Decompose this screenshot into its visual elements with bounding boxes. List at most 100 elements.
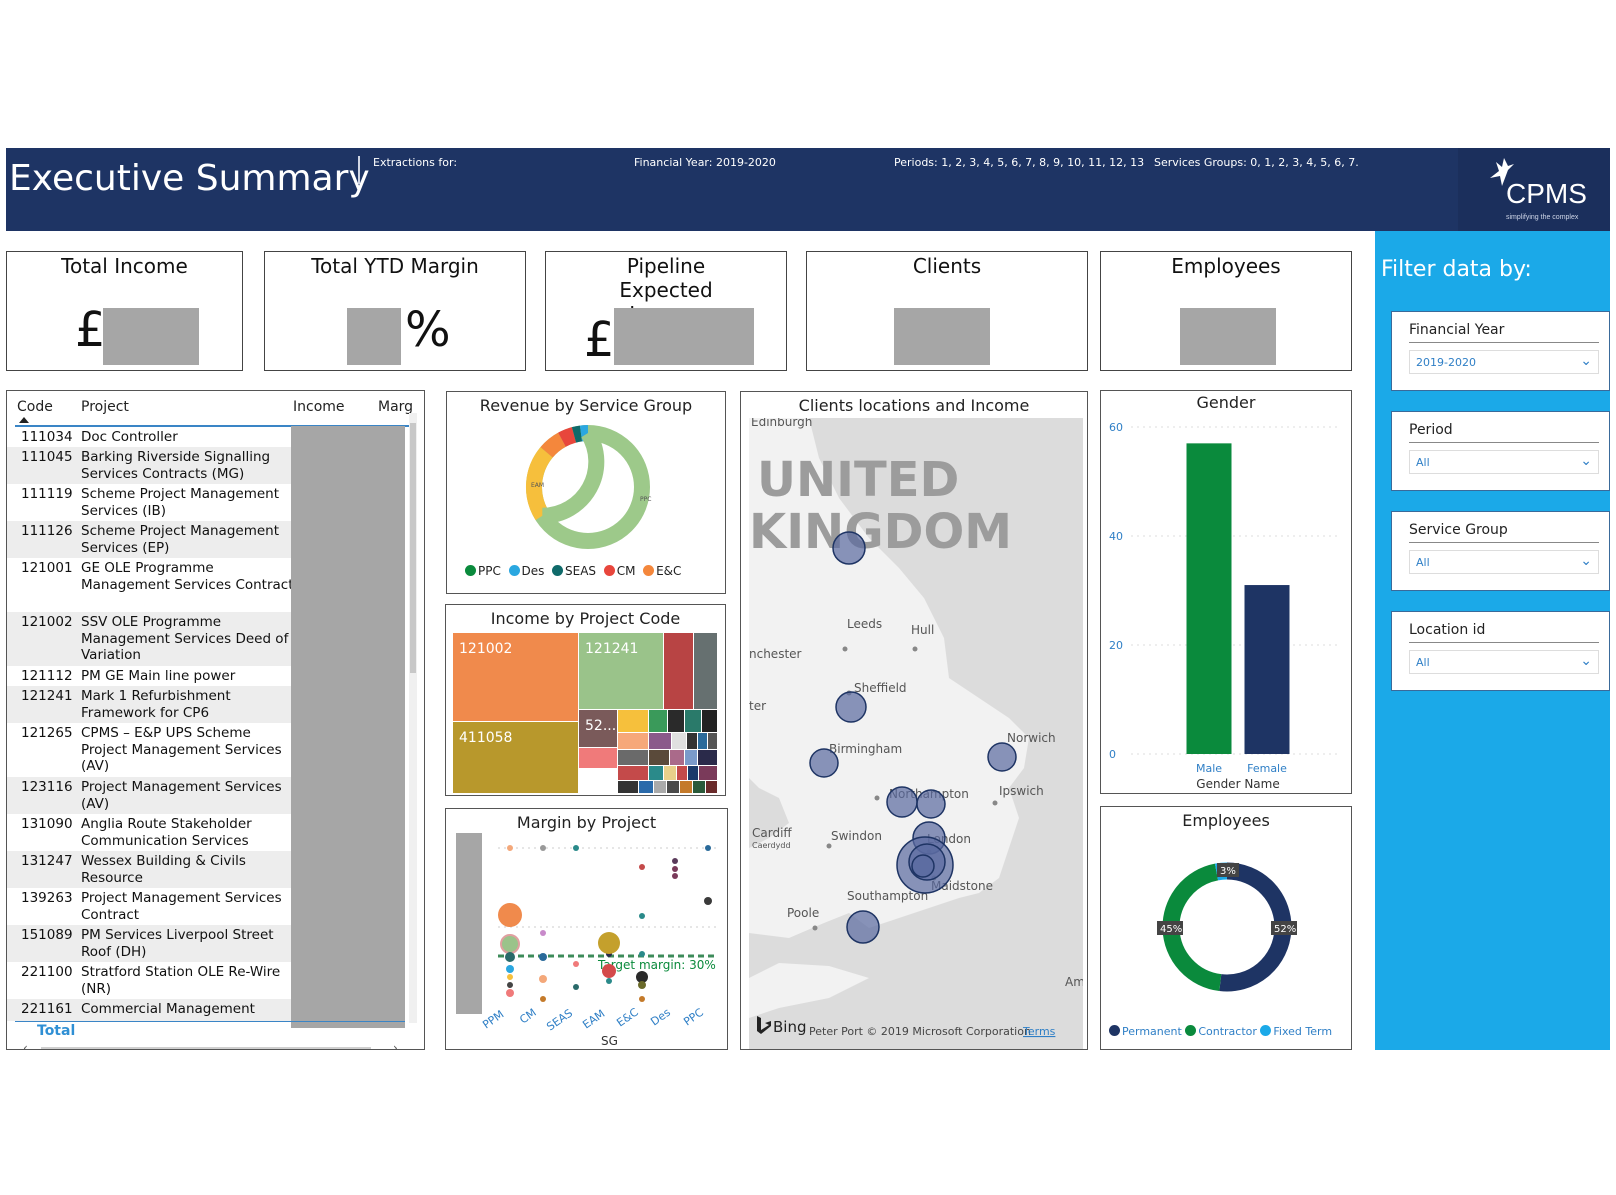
- scroll-track[interactable]: [41, 1047, 371, 1049]
- treemap-tile[interactable]: [694, 633, 717, 709]
- table-row[interactable]: 131090 Anglia Route Stakeholder Communica…: [21, 816, 252, 849]
- legend-item-permanent[interactable]: Permanent: [1109, 1025, 1182, 1038]
- service-group-dropdown[interactable]: All ⌄: [1409, 550, 1599, 574]
- treemap-tile[interactable]: [649, 766, 663, 780]
- map-terms-link[interactable]: Terms: [1022, 1025, 1056, 1038]
- scroll-left-icon[interactable]: ‹: [23, 1041, 28, 1050]
- vertical-scrollbar[interactable]: [409, 413, 417, 1023]
- scatter-point[interactable]: [506, 965, 514, 973]
- scatter-point[interactable]: [602, 964, 616, 978]
- treemap-tile[interactable]: 52...: [579, 710, 617, 747]
- legend-item-contractor[interactable]: Contractor: [1185, 1025, 1257, 1038]
- scatter-point[interactable]: [540, 996, 546, 1002]
- table-row[interactable]: 121112 PM GE Main line power: [21, 668, 236, 684]
- scatter-point[interactable]: [507, 982, 513, 988]
- scatter-point[interactable]: [704, 897, 712, 905]
- treemap-tile[interactable]: [685, 750, 697, 765]
- seas-slice[interactable]: [571, 425, 583, 443]
- treemap-tile[interactable]: [699, 766, 717, 780]
- client-bubble[interactable]: [846, 910, 880, 944]
- scatter-point[interactable]: [505, 952, 515, 962]
- column-header-income[interactable]: Income: [293, 399, 345, 415]
- cm-slice[interactable]: [558, 427, 577, 447]
- scatter-point[interactable]: [639, 951, 645, 957]
- treemap-tile[interactable]: [618, 750, 648, 765]
- treemap-tile[interactable]: [668, 710, 684, 732]
- treemap-tile[interactable]: [649, 733, 671, 749]
- scatter-point[interactable]: [705, 845, 711, 851]
- treemap-tile[interactable]: [654, 781, 666, 793]
- treemap-tile[interactable]: 411058: [453, 722, 578, 793]
- table-row[interactable]: 111126 Scheme Project Management Services…: [7, 521, 297, 558]
- table-row[interactable]: 111119 Scheme Project Management Services…: [21, 486, 280, 519]
- scatter-point[interactable]: [507, 845, 513, 851]
- legend-item-cm[interactable]: CM: [603, 564, 635, 578]
- scatter-point[interactable]: [598, 932, 620, 954]
- client-bubble[interactable]: [987, 742, 1017, 772]
- scatter-point[interactable]: [639, 996, 645, 1002]
- location-dropdown[interactable]: All ⌄: [1409, 650, 1599, 674]
- treemap-tile[interactable]: [649, 710, 667, 732]
- scatter-point[interactable]: [539, 975, 547, 983]
- period-dropdown[interactable]: All ⌄: [1409, 450, 1599, 474]
- scroll-right-icon[interactable]: ›: [393, 1041, 398, 1050]
- treemap-tile[interactable]: [664, 766, 676, 780]
- scatter-point[interactable]: [506, 989, 514, 997]
- scatter-point[interactable]: [500, 934, 520, 954]
- scatter-point[interactable]: [539, 953, 547, 961]
- bar-female[interactable]: [1244, 585, 1290, 754]
- legend-item-fixed-term[interactable]: Fixed Term: [1260, 1025, 1332, 1038]
- treemap-tile[interactable]: [579, 769, 617, 793]
- client-bubble[interactable]: [832, 531, 866, 565]
- treemap-tile[interactable]: [708, 733, 717, 749]
- horizontal-scrollbar[interactable]: ‹ ›: [13, 1041, 409, 1050]
- scatter-point[interactable]: [638, 981, 646, 989]
- treemap-tile[interactable]: [693, 781, 705, 793]
- treemap-tile[interactable]: [618, 766, 648, 780]
- table-row[interactable]: 121002 SSV OLE Programme Management Servi…: [7, 612, 297, 666]
- scroll-thumb[interactable]: [410, 423, 416, 673]
- treemap-tile[interactable]: [702, 710, 717, 732]
- treemap-tile[interactable]: [667, 781, 679, 793]
- treemap-tile[interactable]: 121002: [453, 633, 578, 721]
- eam-slice[interactable]: [526, 447, 553, 521]
- des-slice[interactable]: [579, 425, 589, 442]
- client-bubble[interactable]: [886, 786, 918, 818]
- table-row[interactable]: 221100 Stratford Station OLE Re-Wire (NR): [21, 964, 281, 997]
- legend-item-ppc[interactable]: PPC: [465, 564, 501, 578]
- scatter-point[interactable]: [573, 984, 579, 990]
- treemap-tile[interactable]: [672, 733, 686, 749]
- column-header-margin[interactable]: Marg: [378, 399, 414, 415]
- treemap-tile[interactable]: [688, 766, 698, 780]
- legend-item-ec[interactable]: E&C: [643, 564, 681, 578]
- treemap-tile[interactable]: [618, 710, 648, 732]
- treemap-tile[interactable]: [680, 781, 692, 793]
- client-bubble[interactable]: [809, 748, 839, 778]
- uk-map[interactable]: UNITED KINGDOM Edinburgh Leeds Hull nche…: [749, 418, 1083, 1050]
- table-row[interactable]: 151089 PM Services Liverpool Street Roof …: [7, 925, 297, 962]
- treemap-tile[interactable]: [579, 748, 617, 768]
- treemap-tile[interactable]: [618, 781, 638, 793]
- financial-year-dropdown[interactable]: 2019-2020 ⌄: [1409, 350, 1599, 374]
- treemap-tile[interactable]: [677, 766, 687, 780]
- treemap-tile[interactable]: [639, 781, 653, 793]
- table-row[interactable]: 221161 Commercial Management: [7, 999, 297, 1021]
- column-header-project[interactable]: Project: [81, 399, 129, 415]
- table-row[interactable]: 121241 Mark 1 Refurbishment Framework for…: [7, 686, 297, 723]
- ec-slice[interactable]: [540, 432, 567, 458]
- scatter-point[interactable]: [573, 845, 579, 851]
- treemap-tile[interactable]: [670, 750, 684, 765]
- treemap-tile[interactable]: [649, 750, 669, 765]
- client-bubble[interactable]: [835, 691, 867, 723]
- scatter-point[interactable]: [540, 930, 546, 936]
- table-row[interactable]: 139263 Project Management Services Contra…: [21, 890, 282, 923]
- scatter-point[interactable]: [636, 971, 648, 983]
- scatter-point[interactable]: [507, 974, 513, 980]
- table-row[interactable]: 111034 Doc Controller: [21, 429, 178, 445]
- treemap-tile[interactable]: [618, 733, 648, 749]
- treemap-tile[interactable]: 121241: [579, 633, 663, 709]
- scatter-point[interactable]: [498, 903, 522, 927]
- legend-item-seas[interactable]: SEAS: [552, 564, 596, 578]
- scatter-point[interactable]: [606, 978, 612, 984]
- scatter-point[interactable]: [672, 866, 678, 872]
